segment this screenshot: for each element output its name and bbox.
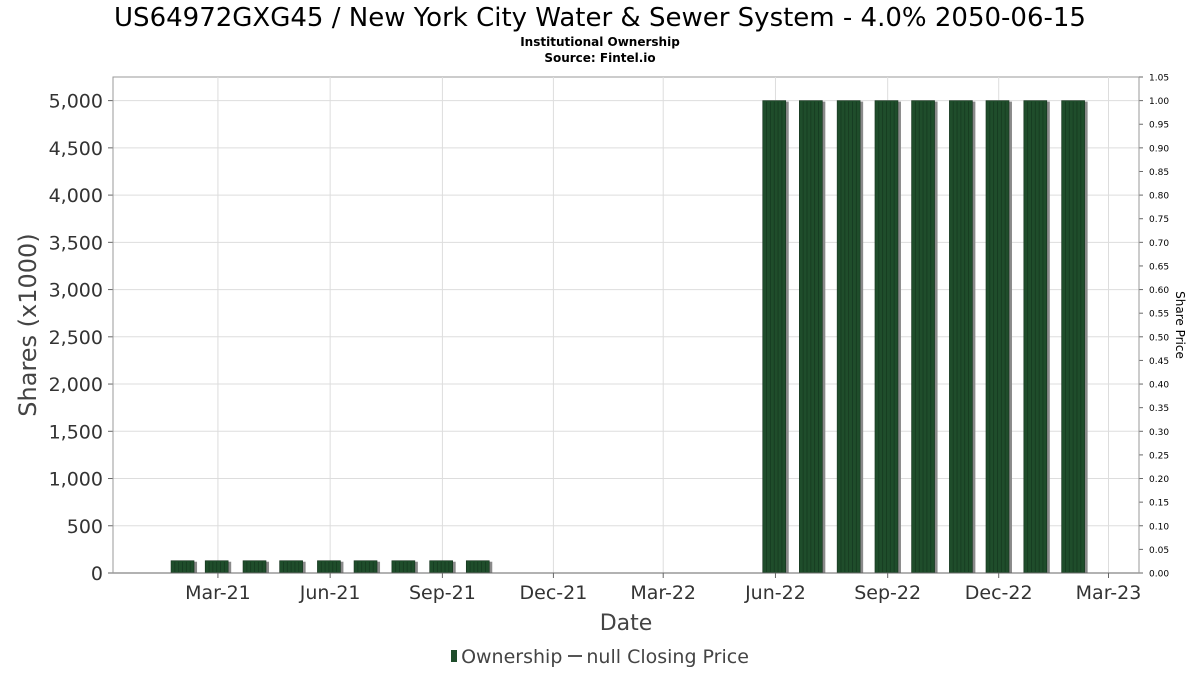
y-tick-label: 3,500	[49, 232, 103, 254]
y2-tick-label: 1.00	[1149, 97, 1169, 107]
chart-title: US64972GXG45 / New York City Water & Sew…	[114, 3, 1086, 33]
y2-tick-label: 0.05	[1149, 546, 1169, 556]
y2-tick-label: 0.40	[1149, 381, 1169, 391]
y-axis-label: Shares (x1000)	[14, 233, 42, 416]
y-tick-label: 2,500	[49, 327, 103, 349]
y2-tick-label: 0.00	[1149, 570, 1169, 580]
y2-tick-label: 0.65	[1149, 262, 1169, 272]
x-tick-label: Dec-21	[520, 582, 588, 604]
ownership-legend-swatch	[451, 649, 458, 662]
x-tick-label: Mar-21	[185, 582, 251, 604]
price-legend-line	[568, 654, 583, 657]
y2-axis-label: Share Price	[1173, 291, 1187, 359]
ownership-legend-label: Ownership	[461, 646, 563, 668]
x-tick-label: Jun-22	[744, 582, 806, 604]
chart-source: Source: Fintel.io	[544, 51, 656, 65]
y-tick-label: 4,500	[49, 138, 103, 160]
x-tick-label: Sep-22	[854, 582, 921, 604]
y-tick-label: 5,000	[49, 91, 103, 113]
y-tick-label: 3,000	[49, 280, 103, 302]
y2-tick-label: 0.80	[1149, 192, 1169, 202]
y-tick-label: 4,000	[49, 185, 103, 207]
x-tick-label: Sep-21	[409, 582, 476, 604]
chart-subtitle: Institutional Ownership	[520, 35, 680, 49]
x-tick-label: Dec-22	[965, 582, 1033, 604]
y-tick-label: 0	[91, 563, 103, 585]
x-axis-label: Date	[600, 611, 653, 636]
x-tick-label: Jun-21	[299, 582, 361, 604]
y2-tick-label: 0.15	[1149, 499, 1169, 509]
plot-area	[112, 76, 1140, 574]
axes: 0 500 1,000 1,500 2,000 2,500 3,000 3,500 4,000 4…	[49, 74, 1170, 605]
y2-tick-label: 1.05	[1149, 74, 1169, 84]
y2-tick-label: 0.30	[1149, 428, 1169, 438]
y2-tick-label: 0.90	[1149, 144, 1169, 154]
chart-legend: Ownership null Closing Price	[0, 646, 1200, 668]
y2-tick-label: 0.75	[1149, 215, 1169, 225]
price-legend-label: null Closing Price	[586, 646, 749, 668]
y2-tick-label: 0.20	[1149, 475, 1169, 485]
x-tick-label: Mar-23	[1076, 582, 1142, 604]
y2-tick-label: 0.60	[1149, 286, 1169, 296]
bars	[170, 100, 1088, 574]
y2-tick-label: 0.85	[1149, 168, 1169, 178]
y2-tick-label: 0.55	[1149, 310, 1169, 320]
x-tick-label: Mar-22	[630, 582, 696, 604]
y-tick-label: 500	[67, 516, 103, 538]
y-tick-label: 1,500	[49, 421, 103, 443]
y-tick-label: 1,000	[49, 469, 103, 491]
y2-tick-label: 0.95	[1149, 121, 1169, 131]
y-tick-label: 2,000	[49, 374, 103, 396]
y2-tick-label: 0.70	[1149, 239, 1169, 249]
y2-tick-label: 0.35	[1149, 404, 1169, 414]
y2-tick-label: 0.50	[1149, 333, 1169, 343]
y2-tick-label: 0.25	[1149, 451, 1169, 461]
y2-tick-label: 0.10	[1149, 522, 1169, 532]
y2-tick-label: 0.45	[1149, 357, 1169, 367]
